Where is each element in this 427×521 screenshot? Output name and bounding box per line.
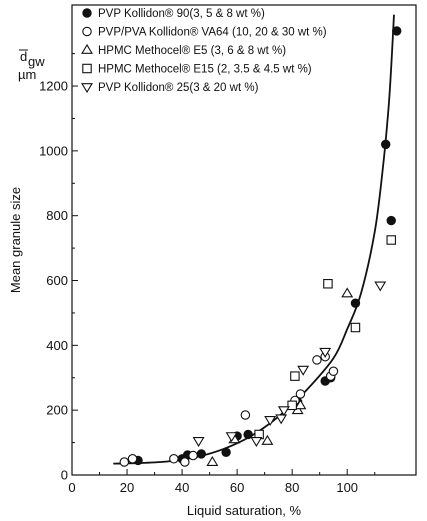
x-tick-label: 20 <box>120 480 134 495</box>
y-axis: 0 200 400 600 800 1000 1200 <box>39 53 78 483</box>
y-tick-label: 800 <box>46 208 68 223</box>
data-point-series-1 <box>386 215 396 226</box>
legend-entry-2: PVP/PVA Kollidon® VA64 (10, 20 & 30 wt %… <box>98 27 327 39</box>
legend: PVP Kollidon® 90(3, 5 & 8 wt %) PVP/PVA K… <box>81 8 327 94</box>
legend-marker-3 <box>81 43 93 54</box>
y-tick-label: 1200 <box>39 79 68 94</box>
data-points <box>119 26 402 467</box>
legend-entry-5: PVP Kollidon® 25(3 & 20 wt %) <box>98 82 259 94</box>
data-point-series-2 <box>240 410 251 420</box>
data-point-series-2 <box>169 454 179 464</box>
data-point-series-1 <box>196 449 207 459</box>
data-point-series-3 <box>261 434 274 445</box>
unit-text: µm <box>18 67 36 82</box>
data-point-series-2 <box>127 454 138 464</box>
data-point-series-2 <box>119 457 130 467</box>
data-point-series-2 <box>295 389 306 399</box>
data-point-series-5 <box>192 437 205 448</box>
legend-entry-1: PVP Kollidon® 90(3, 5 & 8 wt %) <box>98 8 265 20</box>
x-tick-label: 40 <box>175 480 189 495</box>
y-tick-label: 1000 <box>39 143 68 158</box>
y-tick-label: 200 <box>46 403 68 418</box>
legend-marker-5 <box>81 83 93 94</box>
y-tick-label: 600 <box>46 273 68 288</box>
y-axis-label: Mean granule size <box>8 187 23 293</box>
data-point-series-3 <box>341 287 354 298</box>
data-point-series-4 <box>386 235 396 245</box>
data-point-series-5 <box>297 365 310 376</box>
legend-marker-2 <box>82 26 92 37</box>
x-tick-label: 60 <box>230 480 244 495</box>
data-point-series-4 <box>323 279 333 289</box>
data-point-series-1 <box>392 26 402 36</box>
legend-entry-3: HPMC Methocel® E5 (3, 6 & 8 wt %) <box>98 45 286 57</box>
unit-subscript: gw <box>28 54 45 69</box>
data-point-series-1 <box>381 139 391 150</box>
x-axis-label: Liquid saturation, % <box>187 503 302 518</box>
data-point-series-5 <box>250 437 263 448</box>
data-point-series-2 <box>188 450 198 461</box>
data-point-series-1 <box>221 447 231 458</box>
data-point-series-2 <box>328 366 339 377</box>
data-point-series-4 <box>287 400 297 411</box>
unit-symbol: d <box>20 49 27 64</box>
legend-entry-4: HPMC Methocel® E15 (2, 3.5 & 4.5 wt %) <box>98 64 312 76</box>
data-point-series-1 <box>243 429 253 440</box>
data-point-series-5 <box>277 406 290 417</box>
legend-marker-1 <box>82 8 92 18</box>
data-point-series-5 <box>225 432 238 443</box>
y-tick-label: 0 <box>61 468 68 483</box>
y-tick-label: 400 <box>46 338 68 353</box>
plot-frame <box>71 4 417 476</box>
data-point-series-3 <box>294 399 307 410</box>
data-point-series-2 <box>312 355 322 365</box>
x-tick-label: 80 <box>285 480 299 495</box>
data-point-series-4 <box>290 371 300 381</box>
y-unit-label: d gw µm <box>18 49 45 82</box>
data-point-series-3 <box>206 455 219 466</box>
data-point-series-5 <box>319 347 332 358</box>
data-point-series-5 <box>275 414 288 425</box>
x-tick-label: 100 <box>336 480 358 495</box>
x-tick-label: 0 <box>68 480 75 495</box>
data-point-series-4 <box>350 322 361 333</box>
data-point-series-5 <box>374 281 387 292</box>
legend-marker-4 <box>82 63 92 74</box>
x-axis: 0 20 40 60 80 100 <box>68 469 376 495</box>
data-point-series-5 <box>264 415 277 426</box>
data-point-series-1 <box>350 298 361 308</box>
data-point-series-2 <box>180 457 190 467</box>
